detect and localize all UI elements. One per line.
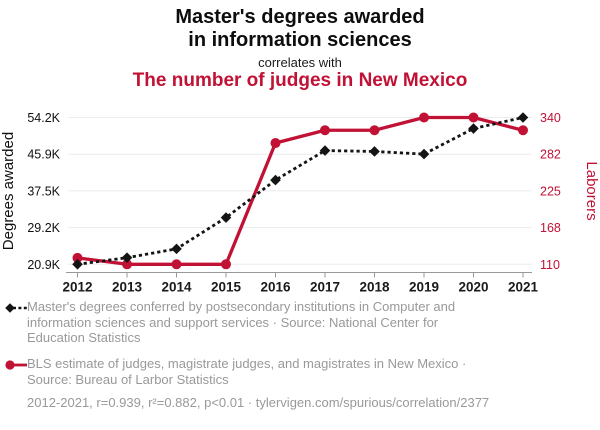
data-point-circle: [468, 112, 479, 123]
correlates-with-label: correlates with: [258, 55, 342, 70]
legend-text-judges: BLS estimate of judges, magistrate judge…: [27, 356, 467, 387]
chart-title-line1: Master's degrees awarded: [175, 6, 425, 28]
data-point-circle: [518, 125, 528, 136]
y-tick-label-left: 54.2K: [27, 111, 60, 125]
data-point-circle: [320, 125, 330, 136]
x-tick-label: 2020: [458, 280, 488, 295]
data-point-diamond: [270, 174, 281, 186]
stats-footer: 2012-2021, r=0.939, r²=0.882, p<0.01 · t…: [27, 395, 490, 410]
data-point-diamond: [369, 146, 380, 157]
y-tick-label-right: 168: [540, 221, 561, 235]
legend-item-judges: BLS estimate of judges, magistrate judge…: [5, 356, 482, 387]
data-point-circle: [122, 259, 132, 270]
legend-text-degrees: Master's degrees conferred by postsecond…: [27, 299, 456, 345]
x-tick-label: 2014: [161, 280, 192, 295]
x-tick-label: 2016: [260, 280, 291, 295]
x-tick-label: 2012: [62, 280, 92, 295]
x-tick-label: 2019: [409, 280, 439, 295]
data-point-diamond: [517, 112, 529, 123]
x-tick-label: 2021: [508, 280, 539, 295]
data-point-circle: [419, 112, 429, 123]
y-tick-label-left: 20.9K: [27, 258, 60, 272]
y-tick-label-left: 29.2K: [27, 221, 60, 235]
data-point-circle: [171, 259, 182, 270]
x-tick-label: 2015: [211, 280, 242, 295]
data-point-circle: [221, 259, 231, 270]
data-point-circle: [369, 125, 380, 136]
right-axis-title: Laborers: [583, 161, 600, 220]
data-point-diamond: [171, 243, 182, 255]
series-line-circle: [77, 115, 524, 266]
data-point-circle: [72, 252, 83, 263]
legend-item-degrees: Master's degrees conferred by postsecond…: [5, 299, 482, 346]
chart-title: Master's degrees awarded in information …: [0, 6, 600, 52]
x-tick-label: 2018: [359, 280, 390, 295]
y-tick-label-right: 340: [540, 111, 561, 125]
chart-title-line2: in information sciences: [188, 29, 412, 51]
y-tick-label-left: 37.5K: [27, 184, 60, 198]
y-tick-label-right: 282: [540, 148, 561, 162]
red-circle-line-marker-icon: [5, 360, 27, 370]
series-line-diamond: [77, 116, 524, 266]
chart-svg: 20.9K 110 29.2K 168 37.5K 225 45.9K 282 54.2K 340…: [0, 111, 600, 295]
chart-subtitle: The number of judges in New Mexico: [132, 70, 468, 91]
y-tick-label-right: 225: [540, 184, 561, 198]
data-point-diamond: [121, 252, 133, 263]
left-axis-title: Degrees awarded: [0, 132, 17, 250]
x-tick-label: 2013: [112, 280, 143, 295]
black-diamond-dashed-marker-icon: [5, 303, 27, 313]
y-tick-label-left: 45.9K: [27, 148, 60, 162]
data-point-diamond: [72, 259, 83, 270]
data-point-circle: [270, 138, 281, 149]
x-tick-label: 2017: [310, 280, 340, 295]
data-point-diamond: [468, 123, 479, 134]
data-point-diamond: [418, 148, 430, 160]
y-tick-label-right: 110: [540, 258, 560, 272]
